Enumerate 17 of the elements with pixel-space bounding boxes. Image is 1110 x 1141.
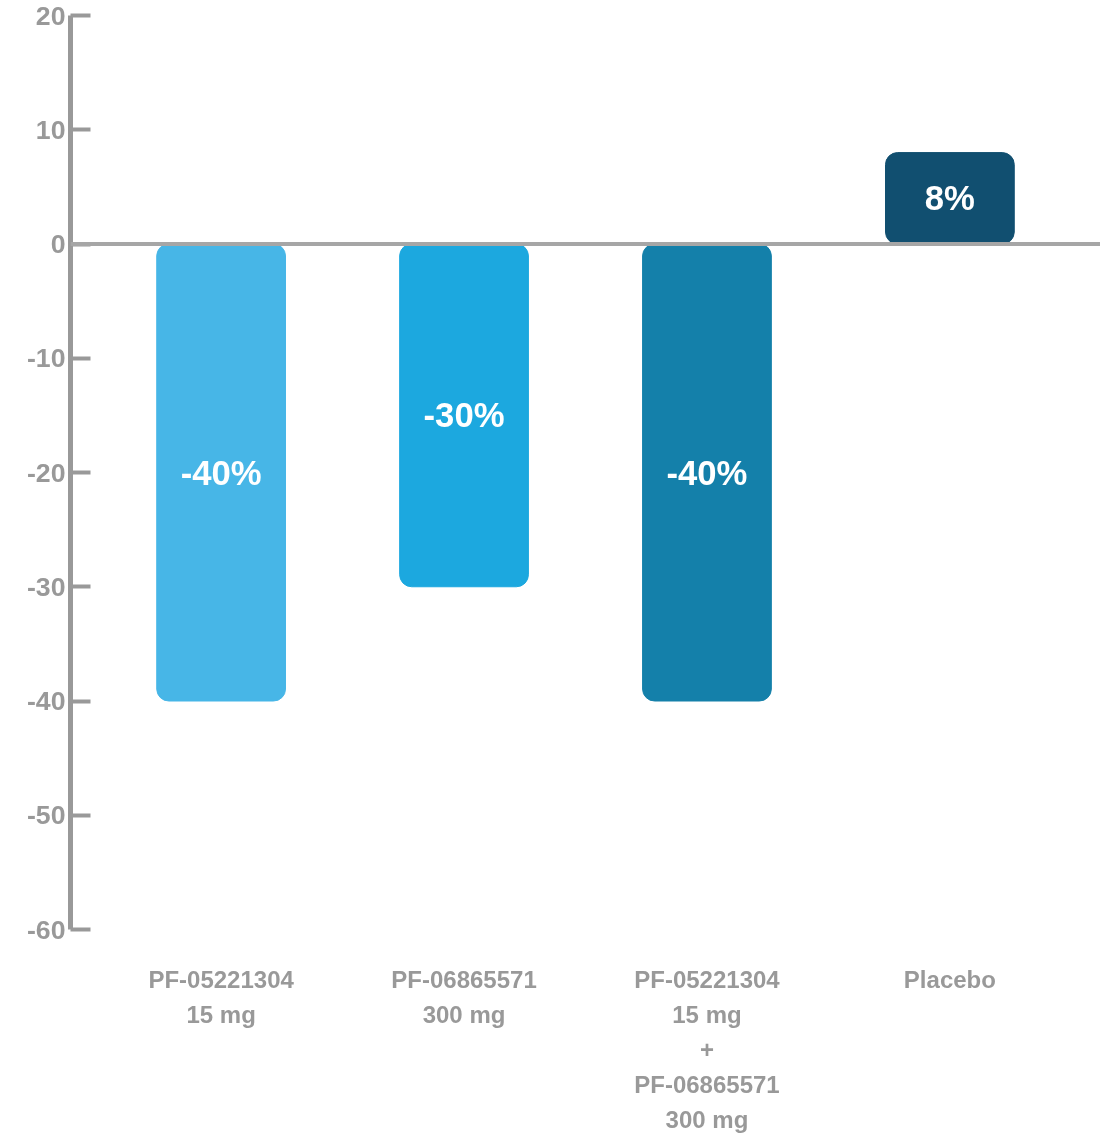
data-label: 8%: [924, 179, 975, 218]
y-tick-label: 20: [35, 0, 66, 31]
data-label: -40%: [666, 453, 748, 492]
y-tick-label: 0: [50, 229, 66, 259]
data-label: -30%: [423, 396, 505, 435]
x-tick-label: PF-05221304 15 mg: [148, 965, 295, 1028]
x-tick-label: Placebo: [903, 965, 996, 993]
data-label: -40%: [180, 453, 262, 492]
y-tick-label: -50: [26, 800, 66, 831]
x-tick-label: PF-05221304 15 mg + PF-06865571 300 mg: [634, 965, 781, 1133]
y-tick-label: -30: [26, 571, 66, 602]
y-tick-label: -10: [26, 343, 66, 374]
y-tick-label: 10: [35, 114, 66, 145]
y-tick-label: -40: [26, 686, 66, 716]
y-tick-label: -60: [26, 914, 66, 945]
x-tick-label: PF-06865571 300 mg: [391, 965, 537, 1028]
y-tick-label: -20: [26, 457, 66, 488]
